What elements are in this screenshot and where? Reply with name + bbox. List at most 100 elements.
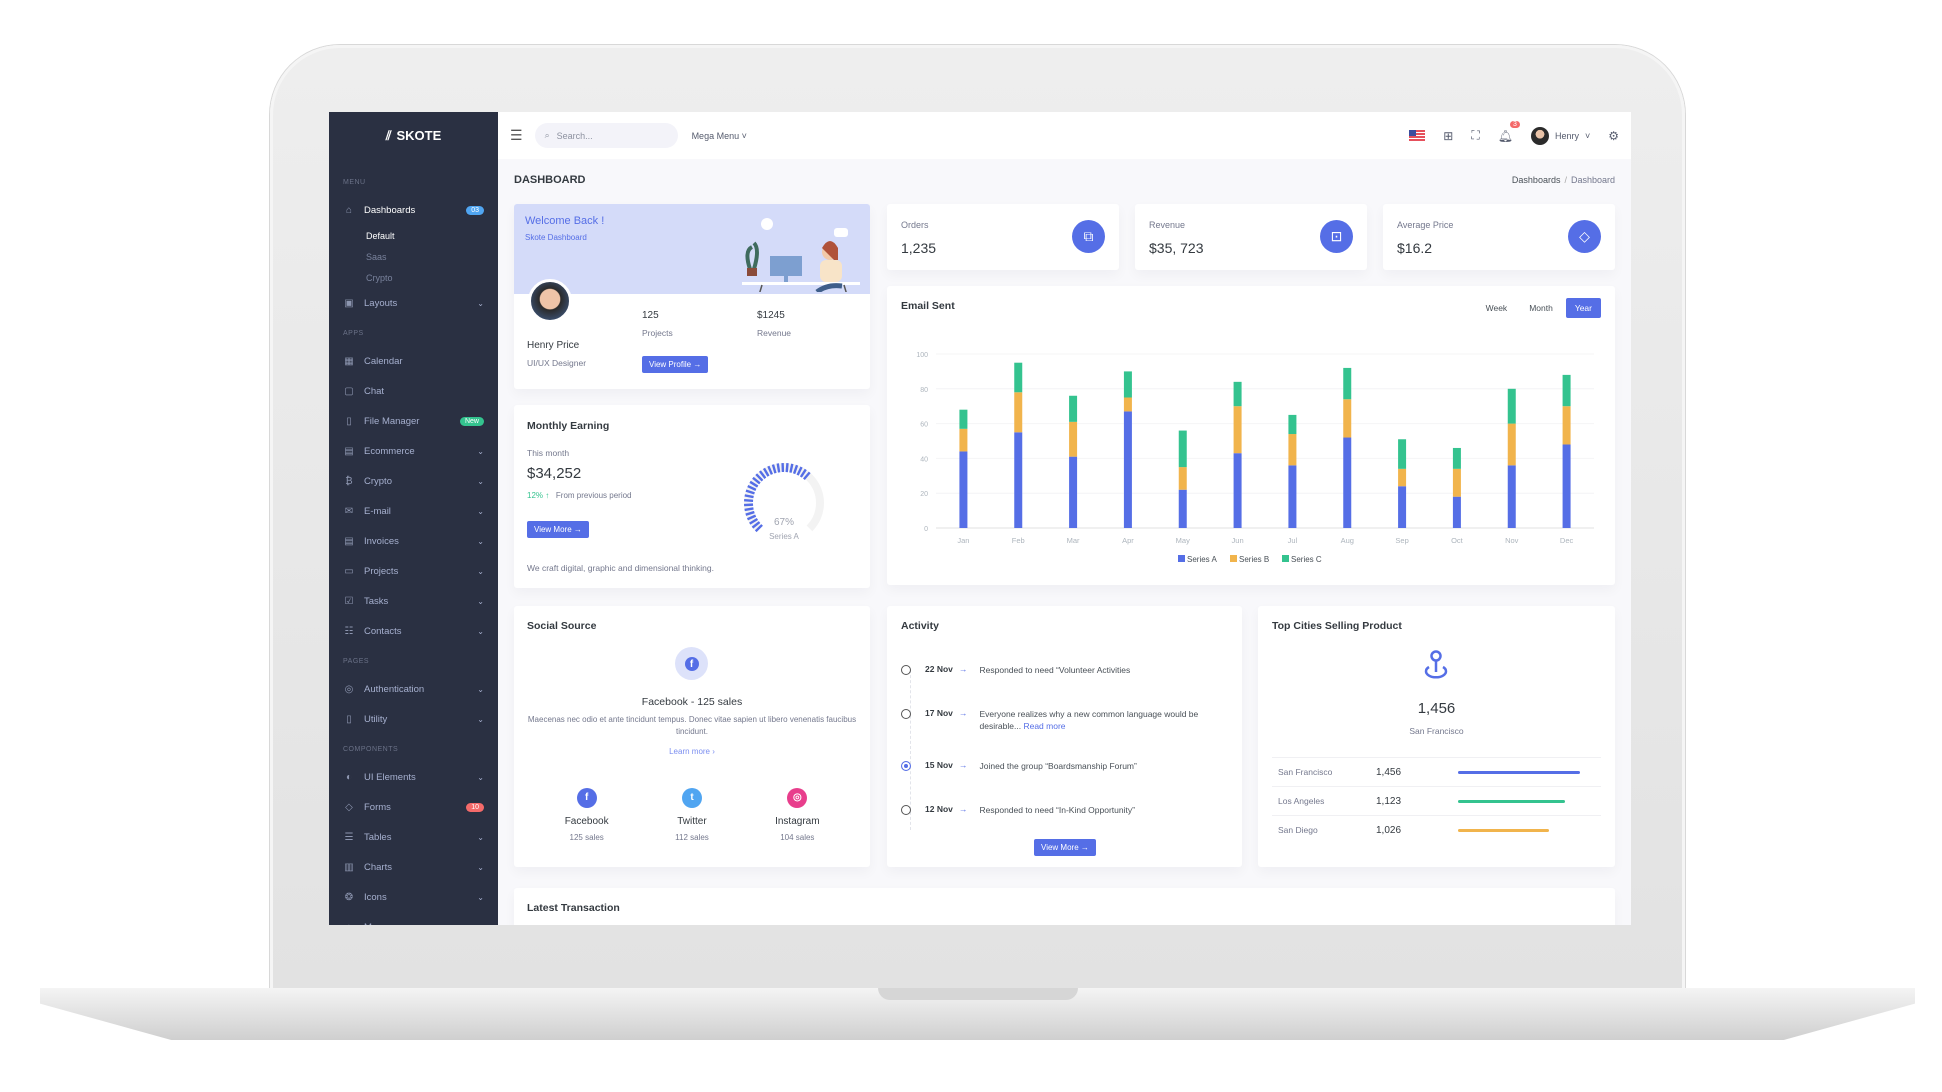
- legend-label: Series C: [1291, 555, 1322, 564]
- sidebar-subitem[interactable]: Default: [366, 230, 395, 241]
- sidebar-subitem[interactable]: Saas: [366, 251, 387, 262]
- projects-label: Projects: [642, 328, 673, 338]
- earning-change: 12% ↑ From previous period: [527, 491, 632, 500]
- bar-series-c-mar: [1069, 395, 1078, 422]
- sidebar-item-e-mail[interactable]: ✉ E-mail ⌄: [329, 496, 498, 526]
- bitcoin-icon: ₿: [345, 475, 353, 487]
- welcome-card: Welcome Back ! Skote Dashboard Henry Pri…: [514, 204, 870, 389]
- tab-year[interactable]: Year: [1565, 298, 1601, 318]
- sidebar-item-utility[interactable]: ▯ Utility ⌄: [329, 704, 498, 734]
- sidebar-item-chat[interactable]: ▢ Chat: [329, 376, 498, 406]
- logo[interactable]: ⫽ SKOTE: [329, 112, 498, 159]
- gauge-tick: [767, 465, 773, 475]
- gauge-tick: [762, 467, 770, 477]
- aperture-icon: ❂: [344, 891, 354, 903]
- bar-series-c-jul: [1288, 414, 1297, 435]
- sidebar-item-forms[interactable]: ◇ Forms 10: [329, 792, 498, 822]
- search-input[interactable]: ⌕ Search...: [534, 123, 678, 148]
- gauge-tick: [749, 517, 759, 525]
- activity-date: 12 Nov: [925, 804, 953, 814]
- copy-icon: ⧉: [1072, 220, 1105, 253]
- bar-series-b-sep: [1398, 468, 1407, 487]
- mega-menu-dropdown[interactable]: Mega Menu ˅: [691, 130, 747, 141]
- learn-more-link[interactable]: Learn more ›: [669, 747, 715, 756]
- sidebar-item-tables[interactable]: ☰ Tables ⌄: [329, 822, 498, 852]
- user-dropdown[interactable]: Henry ˅: [1530, 126, 1590, 145]
- social-description: Maecenas nec odio et ante tincidunt temp…: [527, 715, 857, 736]
- sidebar-item-authentication[interactable]: ◎ Authentication ⌄: [329, 674, 498, 704]
- fullscreen-icon[interactable]: ⛶: [1471, 128, 1480, 142]
- sidebar-item-crypto[interactable]: ₿ Crypto ⌄: [329, 466, 498, 496]
- bar-series-c-apr: [1123, 371, 1132, 398]
- sidebar-item-dashboards[interactable]: ⌂ Dashboards 03: [329, 195, 498, 225]
- period-label: This month: [527, 448, 570, 458]
- view-profile-button[interactable]: View Profile →: [642, 356, 709, 373]
- social-sales: 104 sales: [780, 833, 815, 842]
- city-value: 1,123: [1376, 795, 1402, 807]
- sidebar-item-tasks[interactable]: ☑ Tasks ⌄: [329, 586, 498, 616]
- bar-series-b-may: [1178, 467, 1187, 490]
- y-tick-label: 20: [920, 491, 928, 498]
- apps-grid-icon[interactable]: ⊞: [1443, 128, 1454, 143]
- sidebar-item-icons[interactable]: ❂ Icons ⌄: [329, 882, 498, 912]
- activity-view-more-button[interactable]: View More →: [1034, 839, 1096, 856]
- chevron-down-icon: ⌄: [477, 476, 484, 486]
- breadcrumb-dashboards[interactable]: Dashboards: [1511, 175, 1561, 185]
- settings-gear-icon[interactable]: ⚙: [1608, 128, 1619, 143]
- sidebar-item-calendar[interactable]: ▦ Calendar: [329, 346, 498, 376]
- read-more-link[interactable]: Read more: [1023, 721, 1066, 731]
- sidebar-item-charts[interactable]: ▥ Charts ⌄: [329, 852, 498, 882]
- sidebar-item-label: Icons: [364, 891, 387, 903]
- activity-text-body: Joined the group “Boardsmanship Forum”: [979, 761, 1137, 771]
- sidebar-subitem[interactable]: Crypto: [366, 272, 393, 283]
- bar-series-a-sep: [1398, 486, 1407, 528]
- map-icon: ⌖: [343, 922, 355, 926]
- view-more-button[interactable]: View More →: [527, 521, 589, 538]
- sidebar-item-invoices[interactable]: ▤ Invoices ⌄: [329, 526, 498, 556]
- sidebar-item-ui-elements[interactable]: ◐ UI Elements ⌄: [329, 762, 498, 792]
- sidebar-item-label: E-mail: [364, 505, 391, 517]
- social-item-twitter[interactable]: t Twitter 112 sales: [652, 788, 732, 842]
- menu-toggle-icon[interactable]: ☰: [510, 127, 523, 143]
- bar-series-c-aug: [1343, 367, 1352, 400]
- social-name: Instagram: [775, 816, 820, 827]
- sidebar-item-contacts[interactable]: ☷ Contacts ⌄: [329, 616, 498, 646]
- sidebar-item-label: Maps: [364, 922, 477, 926]
- stat-value: 1,235: [901, 240, 937, 256]
- stat-value: $16.2: [1397, 240, 1433, 256]
- latest-transaction-title: Latest Transaction: [527, 902, 620, 914]
- bar-series-a-dec: [1562, 444, 1571, 528]
- sidebar-item-file-manager[interactable]: ▯ File Manager New: [329, 406, 498, 436]
- city-progress-bar: [1458, 828, 1549, 832]
- sidebar-item-label: Utility: [364, 713, 388, 725]
- sidebar-item-label: Charts: [364, 861, 392, 873]
- sidebar-section-title: Menu: [343, 179, 366, 186]
- us-flag-icon[interactable]: [1409, 130, 1426, 141]
- social-item-instagram[interactable]: ◎ Instagram 104 sales: [757, 788, 837, 842]
- sidebar-item-maps[interactable]: ⌖ Maps⌄: [329, 912, 498, 926]
- x-tick-label: Dec: [1560, 536, 1574, 545]
- social-item-facebook[interactable]: f Facebook 125 sales: [547, 788, 627, 842]
- bar-series-b-dec: [1562, 406, 1571, 445]
- sidebar-item-ecommerce[interactable]: ▤ Ecommerce ⌄: [329, 436, 498, 466]
- chevron-down-icon: ⌄: [477, 714, 484, 724]
- sidebar-item-projects[interactable]: ▭ Projects ⌄: [329, 556, 498, 586]
- view-profile-label: View Profile: [649, 360, 692, 369]
- envelope-icon: ✉: [344, 505, 354, 517]
- sidebar-item-label: UI Elements: [364, 771, 416, 783]
- city-row: Los Angeles 1,123: [1272, 786, 1601, 815]
- sidebar-item-label: File Manager: [364, 415, 420, 427]
- tab-week[interactable]: Week: [1485, 303, 1508, 313]
- sidebar-item-layouts[interactable]: ▣ Layouts ⌄: [329, 288, 498, 318]
- topbar: ☰ ⌕ Search... Mega Menu ˅ ⊞ ⛶ 🔔︎ 3 Henry ˅…: [498, 112, 1631, 159]
- map-pin-icon: [1424, 650, 1448, 679]
- bar-series-b-jan: [959, 428, 968, 452]
- tab-month[interactable]: Month: [1529, 303, 1553, 313]
- stat-card-average-price: Average Price $16.2 ◇: [1383, 204, 1615, 270]
- timeline-dot-icon: [901, 665, 911, 675]
- notification-bell-icon[interactable]: 🔔︎ 3: [1498, 120, 1520, 143]
- bar-series-b-apr: [1123, 397, 1132, 412]
- sidebar-item-label: Dashboards: [364, 204, 416, 216]
- city-row: San Diego 1,026: [1272, 815, 1601, 844]
- learn-more-label: Learn more: [669, 747, 711, 756]
